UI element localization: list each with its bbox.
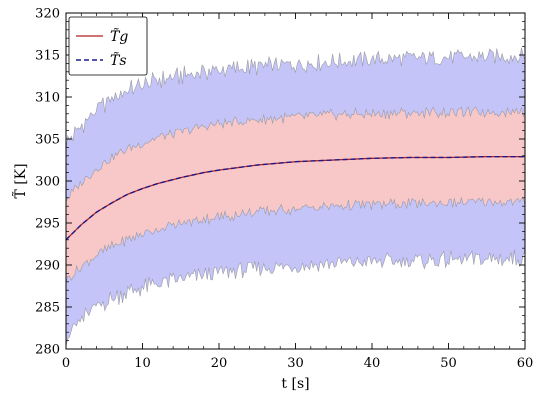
y-tick-label: 295: [35, 217, 60, 232]
legend-box: [68, 16, 148, 76]
x-tick-label: 10: [134, 356, 151, 371]
x-tick-label: 60: [517, 356, 534, 371]
y-tick-label: 290: [35, 259, 60, 274]
x-tick-label: 30: [287, 356, 304, 371]
x-tick-label: 20: [211, 356, 228, 371]
x-axis-label: t [s]: [281, 376, 309, 392]
x-tick-label: 40: [364, 356, 381, 371]
y-tick-label: 310: [35, 91, 60, 106]
y-tick-label: 320: [35, 7, 60, 22]
legend-label-tg: T̃g: [110, 27, 128, 45]
series-layer: [65, 155, 525, 241]
legend-label-ts: T̃s: [110, 51, 127, 69]
y-tick-label: 305: [35, 133, 60, 148]
y-axis-label: T̃ [K]: [11, 163, 29, 198]
legend: T̃g T̃s: [68, 16, 148, 76]
y-tick-label: 285: [35, 301, 60, 316]
ticks-layer: 0 10 20 30 40 50 60 280 285 290 295 300 305 310 315 320: [35, 7, 533, 372]
bands-layer: [65, 47, 526, 346]
x-tick-label: 0: [62, 356, 70, 371]
y-tick-label: 280: [35, 343, 60, 358]
series-line-ts: [65, 155, 525, 241]
y-tick-label: 300: [35, 175, 60, 190]
y-tick-label: 315: [35, 49, 60, 64]
x-tick-label: 50: [440, 356, 457, 371]
